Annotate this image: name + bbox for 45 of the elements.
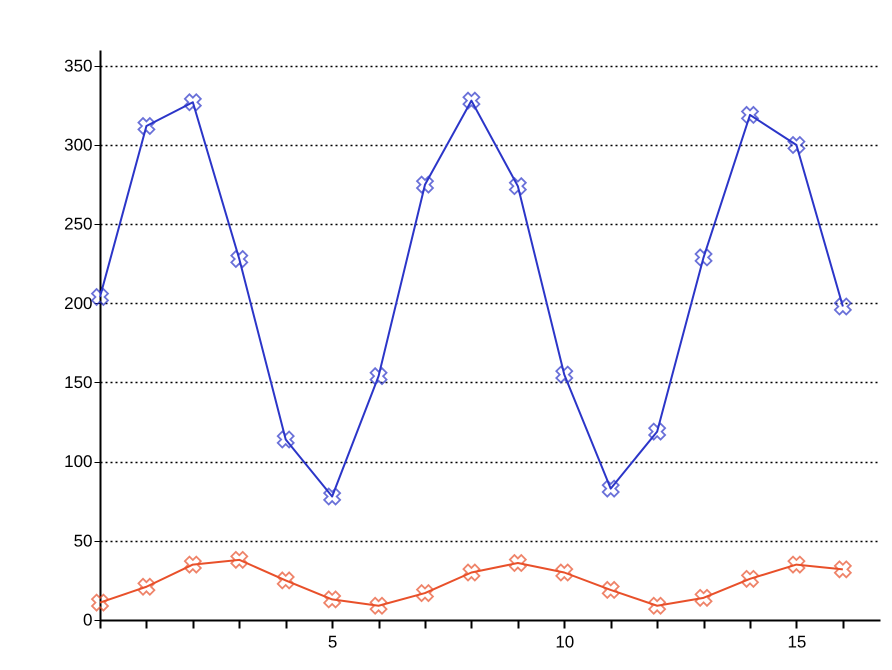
point bbox=[741, 106, 759, 124]
point bbox=[694, 588, 712, 607]
point bbox=[323, 488, 342, 506]
point bbox=[230, 250, 248, 268]
point bbox=[230, 550, 248, 569]
x-tick-label: 10 bbox=[555, 632, 574, 652]
point bbox=[648, 596, 666, 615]
point bbox=[138, 117, 156, 135]
y-tick-label: 150 bbox=[64, 373, 92, 392]
point bbox=[276, 430, 295, 448]
point bbox=[694, 248, 712, 266]
point bbox=[555, 564, 574, 582]
point bbox=[602, 581, 620, 599]
point bbox=[416, 176, 434, 194]
point bbox=[462, 92, 480, 110]
point bbox=[648, 422, 666, 440]
point bbox=[462, 564, 480, 582]
point bbox=[416, 584, 434, 602]
point bbox=[91, 594, 109, 612]
point bbox=[138, 578, 156, 596]
point bbox=[555, 366, 574, 384]
point bbox=[788, 556, 806, 574]
point bbox=[91, 288, 109, 306]
point bbox=[788, 136, 806, 154]
y-tick-label: 50 bbox=[74, 531, 92, 550]
point bbox=[323, 590, 342, 608]
y-tick-label: 350 bbox=[64, 56, 92, 76]
point bbox=[276, 572, 295, 590]
point bbox=[370, 596, 388, 615]
y-tick-label: 250 bbox=[64, 214, 92, 234]
point bbox=[834, 560, 852, 578]
y-tick-label: 100 bbox=[64, 452, 92, 472]
point bbox=[602, 480, 620, 498]
point bbox=[184, 93, 202, 112]
y-tick-label: 300 bbox=[64, 136, 92, 154]
point bbox=[834, 298, 852, 316]
y-tick-label: 0 bbox=[83, 610, 92, 630]
point bbox=[184, 556, 202, 574]
x-tick-label: 5 bbox=[328, 632, 338, 652]
point bbox=[370, 367, 388, 386]
y-tick-label: 200 bbox=[64, 294, 92, 313]
x-tick-label: 15 bbox=[787, 632, 806, 652]
point bbox=[508, 554, 527, 572]
point bbox=[508, 177, 527, 196]
point bbox=[741, 570, 759, 588]
